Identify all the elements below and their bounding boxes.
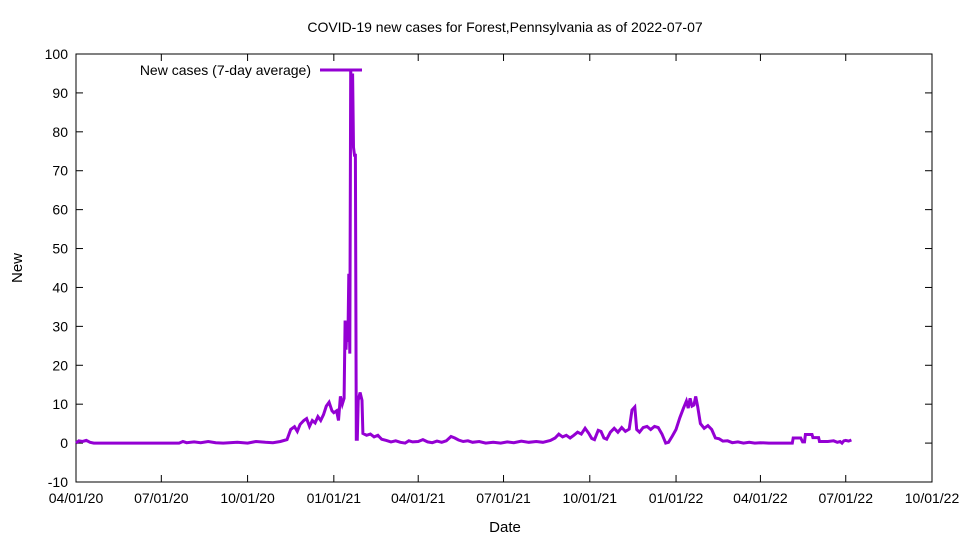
x-tick-label: 10/01/21 — [563, 490, 618, 506]
legend: New cases (7-day average) — [140, 62, 362, 78]
x-tick-label: 10/01/20 — [220, 490, 275, 506]
chart-title: COVID-19 new cases for Forest,Pennsylvan… — [307, 19, 703, 35]
y-tick-label: 20 — [52, 357, 68, 373]
y-tick-label: 100 — [45, 46, 69, 62]
y-tick-label: 90 — [52, 85, 68, 101]
y-tick-label: 30 — [52, 318, 68, 334]
x-axis: 04/01/20 07/01/20 10/01/20 01/01/21 04/01/21… — [49, 54, 960, 506]
x-tick-label: 07/01/20 — [134, 490, 189, 506]
y-tick-label: 40 — [52, 279, 68, 295]
y-tick-label: 60 — [52, 202, 68, 218]
x-tick-label: 07/01/21 — [476, 490, 531, 506]
x-tick-label: 07/01/22 — [818, 490, 873, 506]
series-line-new-cases — [75, 69, 852, 446]
x-tick-label: 04/01/22 — [733, 490, 788, 506]
x-axis-label: Date — [489, 519, 521, 536]
y-tick-label: 50 — [52, 241, 68, 257]
x-tick-label: 04/01/21 — [391, 490, 446, 506]
y-tick-label: 80 — [52, 124, 68, 140]
x-tick-label: 01/01/22 — [649, 490, 704, 506]
y-tick-label: 0 — [60, 435, 68, 451]
y-tick-label: 70 — [52, 163, 68, 179]
x-tick-label: 10/01/22 — [905, 490, 960, 506]
x-tick-label: 04/01/20 — [49, 490, 104, 506]
y-axis-label: New — [9, 253, 26, 283]
y-tick-label: -10 — [48, 474, 68, 490]
y-axis: -10 0 10 20 30 40 50 60 70 80 90 100 — [45, 46, 932, 490]
y-tick-label: 10 — [52, 396, 68, 412]
plot-area-frame — [75, 53, 933, 483]
legend-label: New cases (7-day average) — [140, 62, 311, 78]
x-tick-label: 01/01/21 — [307, 490, 362, 506]
